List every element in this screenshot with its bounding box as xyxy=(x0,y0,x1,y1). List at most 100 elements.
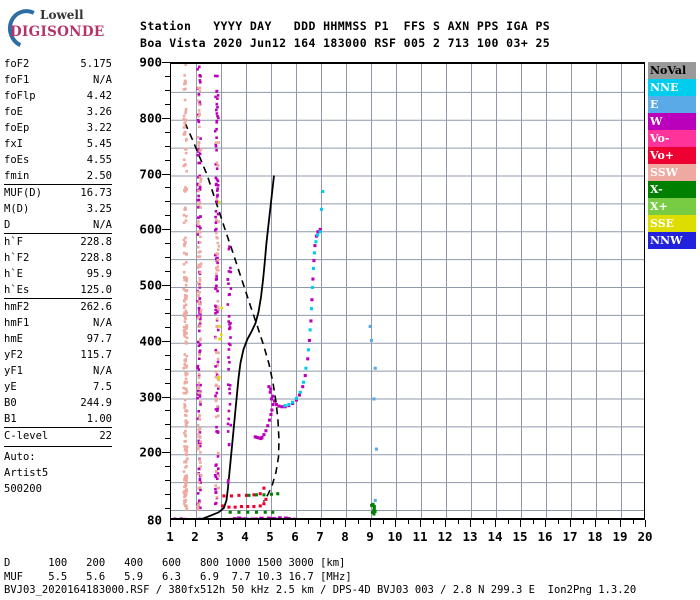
param-row: hmF1 N/A xyxy=(4,315,112,331)
legend-item-ssw[interactable]: SSW xyxy=(648,164,696,181)
x-axis-tick xyxy=(320,520,321,527)
y-axis-minor-tick xyxy=(165,89,170,91)
param-row: M(D) 3.25 xyxy=(4,201,112,217)
y-axis-label: 400 xyxy=(139,333,162,349)
x-axis-tick xyxy=(570,520,571,527)
y-axis-minor-tick xyxy=(165,257,170,259)
x-axis-label: 17 xyxy=(562,529,578,544)
param-row: foF2 5.175 xyxy=(4,56,112,72)
y-axis-minor-tick xyxy=(165,438,170,440)
x-axis-tick xyxy=(245,520,246,527)
direction-legend: NoVal NNE E W Vo- Vo+ SSW X- X+ SSE NNW xyxy=(648,62,696,249)
lowell-digisonde-logo: Lowell DIGISONDE xyxy=(2,3,126,55)
station-header-line2: Boa Vista 2020 Jun12 164 183000 RSF 005 … xyxy=(140,36,551,50)
logo-lowell-text: Lowell xyxy=(40,8,84,22)
param-name: h`F xyxy=(4,236,23,248)
param-value: 3.22 xyxy=(86,122,112,134)
x-axis-label: 20 xyxy=(637,529,653,544)
x-axis-tick xyxy=(520,520,521,527)
legend-item-noval[interactable]: NoVal xyxy=(648,62,696,79)
param-row: h`F2 228.8 xyxy=(4,250,112,266)
param-value: 244.9 xyxy=(80,397,112,409)
legend-item-vo-[interactable]: Vo+ xyxy=(648,147,696,164)
param-name: MUF(D) xyxy=(4,187,42,199)
x-axis-label: 14 xyxy=(487,529,503,544)
param-value: 7.5 xyxy=(93,381,112,393)
param-row: fmin 2.50 xyxy=(4,168,112,184)
x-axis-minor-tick xyxy=(232,520,234,524)
x-axis-label: 5 xyxy=(266,529,274,544)
y-axis-minor-tick xyxy=(165,312,170,314)
series-muf-oblique-dashed-curve xyxy=(184,122,280,503)
param-value: 16.73 xyxy=(80,187,112,199)
y-axis-minor-tick xyxy=(165,466,170,468)
x-axis-tick xyxy=(395,520,396,527)
autoscaling-line: Auto: xyxy=(4,451,36,463)
y-axis-minor-tick xyxy=(165,201,170,203)
x-axis-minor-tick xyxy=(282,520,284,524)
y-axis-label: 600 xyxy=(139,221,162,237)
param-row: fxI 5.45 xyxy=(4,136,112,152)
y-axis-tick xyxy=(162,173,170,175)
y-axis-tick xyxy=(162,62,170,63)
param-value: N/A xyxy=(93,74,112,86)
param-value: 228.8 xyxy=(80,236,112,248)
legend-item-x-[interactable]: X+ xyxy=(648,198,696,215)
param-name: yE xyxy=(4,381,17,393)
param-name: foF1 xyxy=(4,74,30,86)
y-axis-minor-tick xyxy=(165,354,170,356)
legend-item-x-[interactable]: X- xyxy=(648,181,696,198)
legend-item-vo-[interactable]: Vo- xyxy=(648,130,696,147)
y-axis-minor-tick xyxy=(165,271,170,273)
x-axis-minor-tick xyxy=(557,520,559,524)
legend-item-nne[interactable]: NNE xyxy=(648,79,696,96)
station-header: Station YYYY DAY DDD HHMMSS P1 FFS S AXN… xyxy=(140,18,550,52)
x-axis-label: 6 xyxy=(291,529,299,544)
param-name: h`F2 xyxy=(4,252,30,264)
y-axis-minor-tick xyxy=(165,145,170,147)
param-name: B1 xyxy=(4,413,17,425)
y-axis-minor-tick xyxy=(165,215,170,217)
y-axis-tick xyxy=(162,452,170,454)
x-axis-label: 12 xyxy=(437,529,453,544)
param-name: foE xyxy=(4,106,23,118)
y-axis-minor-tick xyxy=(165,131,170,133)
x-axis-tick xyxy=(270,520,271,527)
y-axis-label: 900 xyxy=(139,54,162,70)
param-name: M(D) xyxy=(4,203,30,215)
param-name: C-level xyxy=(4,430,49,442)
footer-info: D 100 200 400 600 800 1000 1500 3000 [km… xyxy=(4,557,636,598)
x-axis-label: 19 xyxy=(612,529,628,544)
param-group: C-level 22 xyxy=(4,427,112,444)
x-axis-label: 7 xyxy=(316,529,324,544)
param-value: 262.6 xyxy=(80,301,112,313)
legend-item-nnw[interactable]: NNW xyxy=(648,232,696,249)
x-axis-minor-tick xyxy=(432,520,434,524)
param-row: yE 7.5 xyxy=(4,379,112,395)
x-axis-tick xyxy=(345,520,346,527)
param-group: foF2 5.175 foF1 N/A foFlp 4.42 foE 3.26 foEp 3.22… xyxy=(4,56,112,184)
x-axis-label: 18 xyxy=(587,529,603,544)
legend-item-w[interactable]: W xyxy=(648,113,696,130)
legend-item-sse[interactable]: SSE xyxy=(648,215,696,232)
autoscaling-line: 500200 xyxy=(4,483,42,495)
series-electron-density-profile-solid-black- xyxy=(202,175,275,518)
y-axis-label: 80 xyxy=(146,512,162,528)
param-group: hmF2 262.6 hmF1 N/A hmE 97.7 yF2 115.7 yF1 N/A yE 7… xyxy=(4,298,112,427)
param-name: h`E xyxy=(4,268,23,280)
x-axis-label: 9 xyxy=(366,529,374,544)
param-row: D N/A xyxy=(4,217,112,233)
y-axis-minor-tick xyxy=(165,298,170,300)
x-axis-label: 11 xyxy=(412,529,428,544)
x-axis-minor-tick xyxy=(382,520,384,524)
x-axis-minor-tick xyxy=(257,520,259,524)
legend-item-e[interactable]: E xyxy=(648,96,696,113)
param-row: foEs 4.55 xyxy=(4,152,112,168)
x-axis-label: 1 xyxy=(166,529,174,544)
ionogram-canvas xyxy=(171,64,644,518)
x-axis-tick xyxy=(220,520,221,527)
y-axis-minor-tick xyxy=(165,75,170,77)
param-row: h`F 228.8 xyxy=(4,233,112,250)
param-value: 5.45 xyxy=(86,138,112,150)
y-axis-minor-tick xyxy=(165,103,170,105)
